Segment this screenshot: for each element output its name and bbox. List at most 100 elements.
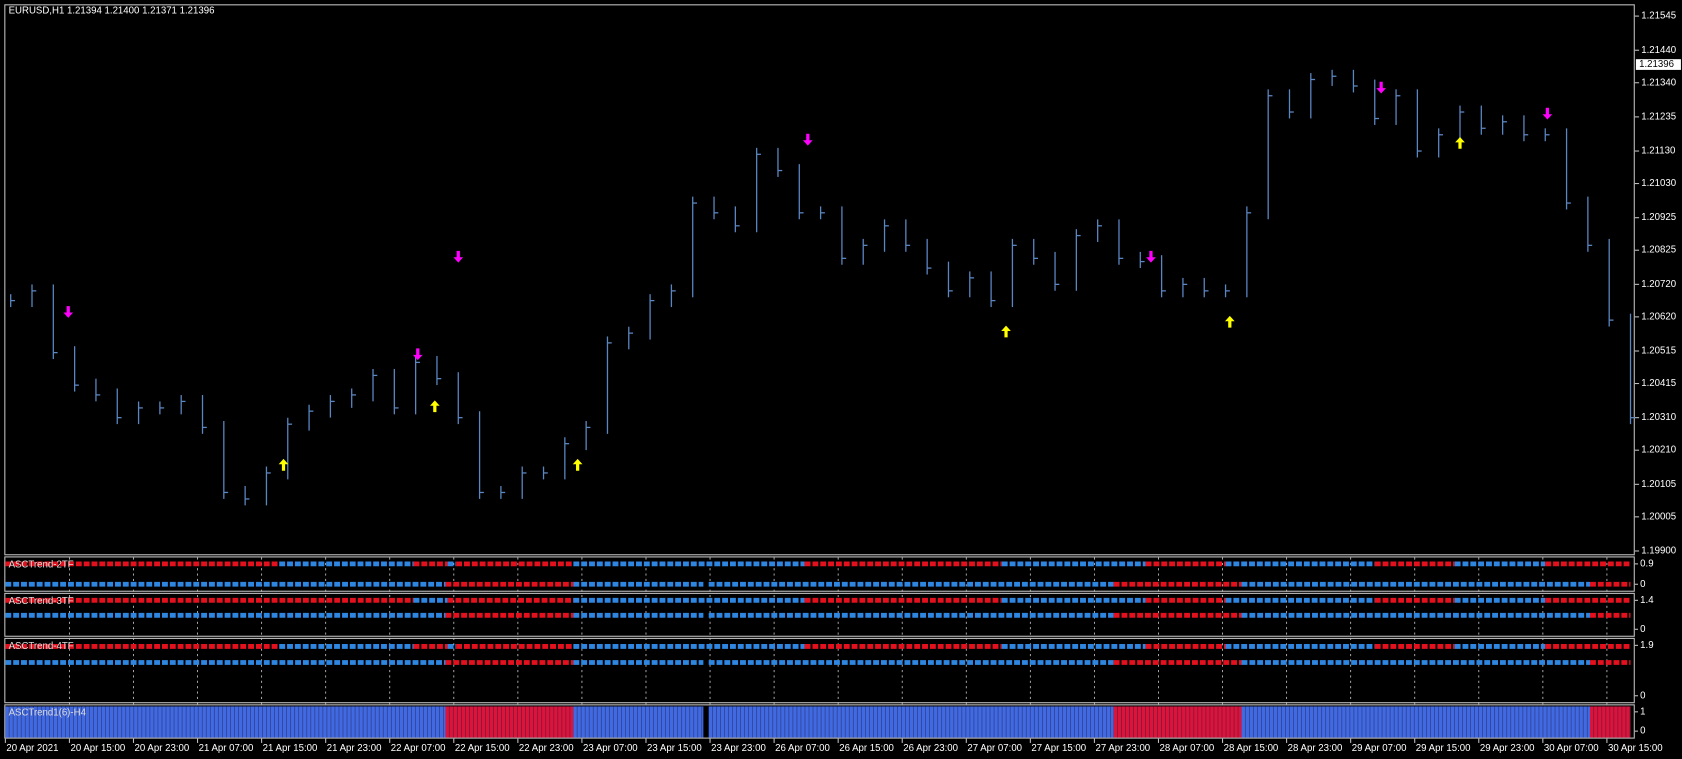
y-tick-label: 1.20515: [1641, 346, 1676, 357]
price-bar: [457, 372, 463, 425]
price-bar: [1033, 238, 1039, 265]
price-bar: [862, 238, 868, 265]
buy-arrow: [1455, 136, 1465, 149]
price-bar: [1139, 251, 1145, 269]
x-tick-label: 21 Apr 15:00: [263, 743, 318, 754]
sell-arrow: [802, 133, 813, 146]
trend-block: [708, 706, 1114, 738]
y-tick-label: 1.19900: [1641, 546, 1676, 557]
price-bar: [883, 219, 889, 252]
price-bar: [1523, 115, 1529, 142]
y-tick-label: 1.21340: [1641, 77, 1676, 88]
x-tick-label: 23 Apr 07:00: [583, 743, 638, 754]
buy-arrow: [1224, 315, 1235, 328]
x-tick-label: 22 Apr 23:00: [519, 743, 574, 754]
y-tick-label: 1.20310: [1641, 412, 1676, 423]
price-bar: [73, 346, 79, 392]
price-bar: [1587, 196, 1593, 252]
y-tick-label: 1.20415: [1641, 378, 1676, 389]
y-tick-label: 1.20825: [1641, 245, 1676, 256]
sell-arrow: [63, 306, 74, 318]
x-tick-label: 29 Apr 15:00: [1416, 743, 1471, 754]
trend-block: [573, 706, 704, 738]
indicator-tick-label: 0: [1640, 579, 1645, 590]
y-tick-label: 1.20925: [1641, 212, 1676, 223]
y-tick-label: 1.20005: [1641, 511, 1676, 522]
price-bar: [351, 388, 356, 408]
price-bar: [95, 378, 101, 402]
x-tick-label: 27 Apr 15:00: [1031, 743, 1086, 754]
indicator-name: ASCTrend-3TF: [9, 596, 74, 607]
y-tick-label: 1.21440: [1641, 45, 1676, 56]
chart-title: EURUSD,H1 1.21394 1.21400 1.21371 1.2139…: [9, 5, 215, 16]
price-bar: [223, 420, 229, 499]
price-bar: [990, 271, 996, 308]
sell-arrow: [453, 250, 464, 263]
y-tick-label: 1.21235: [1641, 111, 1676, 122]
price-bar: [1629, 313, 1635, 425]
price-bar: [1182, 277, 1188, 298]
price-bar: [1438, 128, 1443, 158]
price-bar: [628, 326, 634, 350]
price-bar: [329, 394, 335, 418]
price-bar: [564, 437, 570, 480]
price-bar: [1097, 219, 1102, 243]
indicator-tick-label: 0: [1640, 690, 1645, 701]
buy-arrow: [430, 400, 440, 413]
price-bar: [52, 284, 58, 360]
price-bar: [734, 206, 740, 233]
x-tick-label: 20 Apr 23:00: [135, 743, 190, 754]
sell-arrow: [412, 348, 423, 361]
x-tick-label: 20 Apr 2021: [6, 743, 58, 754]
sell-arrow: [1542, 107, 1553, 120]
price-bar: [287, 417, 293, 480]
buy-arrow: [278, 458, 289, 471]
indicator-name: ASCTrend-2TF: [9, 560, 74, 571]
price-bar: [606, 336, 612, 434]
price-bar: [926, 238, 932, 275]
price-bar: [756, 147, 761, 233]
price-bar: [372, 368, 378, 402]
x-tick-label: 30 Apr 07:00: [1544, 743, 1599, 754]
price-bar: [1565, 128, 1571, 210]
price-bar: [1288, 89, 1294, 119]
indicator-tick-label: 1.4: [1640, 595, 1654, 606]
indicator-tick-label: 0: [1640, 624, 1645, 635]
price-bar: [1352, 69, 1358, 93]
sell-arrow: [1146, 250, 1156, 263]
price-bar: [1608, 238, 1614, 327]
x-tick-label: 29 Apr 23:00: [1480, 743, 1535, 754]
price-bar: [265, 466, 271, 506]
price-bar: [585, 420, 591, 451]
price-bar: [1374, 79, 1380, 125]
price-bar: [1459, 105, 1465, 142]
panel-frame: [4, 592, 1635, 637]
buy-arrow: [572, 458, 583, 471]
price-bar: [1203, 277, 1209, 298]
x-tick-label: 20 Apr 15:00: [70, 743, 125, 754]
x-tick-label: 27 Apr 23:00: [1095, 743, 1150, 754]
price-bar: [308, 404, 314, 431]
x-tick-label: 22 Apr 15:00: [455, 743, 510, 754]
y-tick-label: 1.21545: [1641, 11, 1676, 22]
price-bar: [201, 394, 207, 434]
price-bar: [1118, 219, 1124, 265]
x-tick-label: 28 Apr 23:00: [1288, 743, 1343, 754]
price-bar: [905, 219, 911, 252]
x-tick-label: 26 Apr 07:00: [775, 743, 830, 754]
price-bar: [116, 388, 122, 425]
price-bar: [393, 368, 399, 415]
indicator-tick-label: 0.9: [1640, 558, 1653, 569]
x-tick-label: 26 Apr 23:00: [903, 743, 958, 754]
y-tick-label: 1.21030: [1641, 178, 1676, 189]
y-tick-label: 1.20210: [1641, 445, 1676, 456]
indicator-name: ASCTrend-4TF: [9, 641, 74, 652]
y-tick-label: 1.20105: [1641, 479, 1676, 490]
x-tick-label: 28 Apr 15:00: [1224, 743, 1279, 754]
x-tick-label: 22 Apr 07:00: [391, 743, 446, 754]
x-tick-label: 26 Apr 15:00: [839, 743, 894, 754]
price-bar: [1011, 238, 1017, 308]
price-bar: [1054, 251, 1060, 291]
